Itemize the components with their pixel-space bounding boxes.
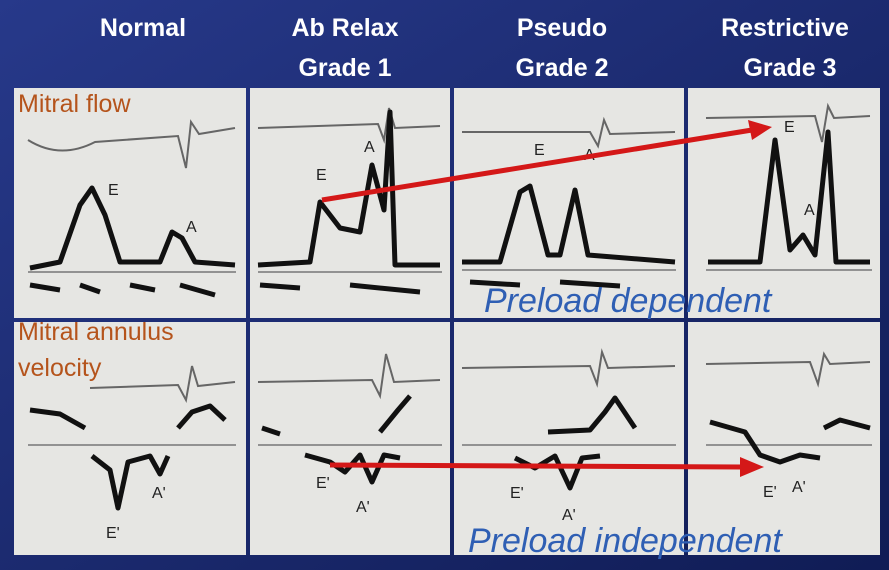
column-header: Pseudo <box>517 14 607 42</box>
wave-label: E <box>534 142 545 159</box>
ecg-trace <box>461 348 676 388</box>
annotation: Preload independent <box>468 522 783 560</box>
annulus-trace <box>29 403 227 431</box>
annulus-traces <box>28 348 872 511</box>
ecg-trace <box>257 107 441 144</box>
wave-label: A' <box>152 485 166 502</box>
wave-label: E <box>316 167 327 184</box>
panel <box>14 88 246 318</box>
wave-label: E' <box>763 484 777 501</box>
annulus-trace <box>261 394 412 485</box>
arrow-line <box>321 127 753 203</box>
wave-label: E' <box>316 475 330 492</box>
flow-reverse <box>29 279 621 298</box>
flow-trace <box>708 129 870 265</box>
ecg-trace <box>705 102 871 143</box>
column-header: Normal <box>100 14 186 42</box>
mitral-flow-traces <box>27 102 872 298</box>
panel <box>250 322 450 555</box>
arrow-line <box>329 462 743 470</box>
panel <box>14 322 246 555</box>
annotation: Preload dependent <box>484 282 773 320</box>
ecg-trace <box>462 116 676 149</box>
wave-label: A' <box>562 507 576 524</box>
annulus-trace <box>709 417 871 465</box>
annulus-trace <box>90 453 171 511</box>
row-label: velocity <box>18 354 102 382</box>
arrow-head <box>748 120 772 140</box>
arrow-head <box>740 457 764 477</box>
wave-label: A <box>364 139 375 156</box>
ecg-trace <box>27 119 236 169</box>
column-header: Grade 2 <box>515 54 608 82</box>
flow-trace <box>462 183 676 265</box>
wave-label: E <box>108 182 119 199</box>
wave-label: A' <box>356 499 370 516</box>
flow-trace <box>29 185 236 271</box>
column-header: Grade 1 <box>298 54 391 82</box>
wave-label: A <box>804 202 815 219</box>
row-label: Mitral annulus <box>18 318 174 346</box>
panel <box>454 322 684 555</box>
ecg-trace <box>257 353 441 400</box>
wave-label: E' <box>106 525 120 542</box>
wave-label: A <box>186 219 197 236</box>
arrows <box>321 120 772 477</box>
wave-label: A' <box>792 479 806 496</box>
panel <box>454 88 684 318</box>
ecg-trace <box>705 351 871 388</box>
wave-label: E <box>784 119 795 136</box>
ecg-trace <box>89 365 236 404</box>
panel <box>250 88 450 318</box>
column-header: Grade 3 <box>743 54 836 82</box>
row-label: Mitral flow <box>18 90 131 118</box>
column-header: Ab Relax <box>292 14 399 42</box>
wave-label: E' <box>510 485 524 502</box>
column-header: Restrictive <box>721 14 849 42</box>
panel <box>688 322 880 555</box>
